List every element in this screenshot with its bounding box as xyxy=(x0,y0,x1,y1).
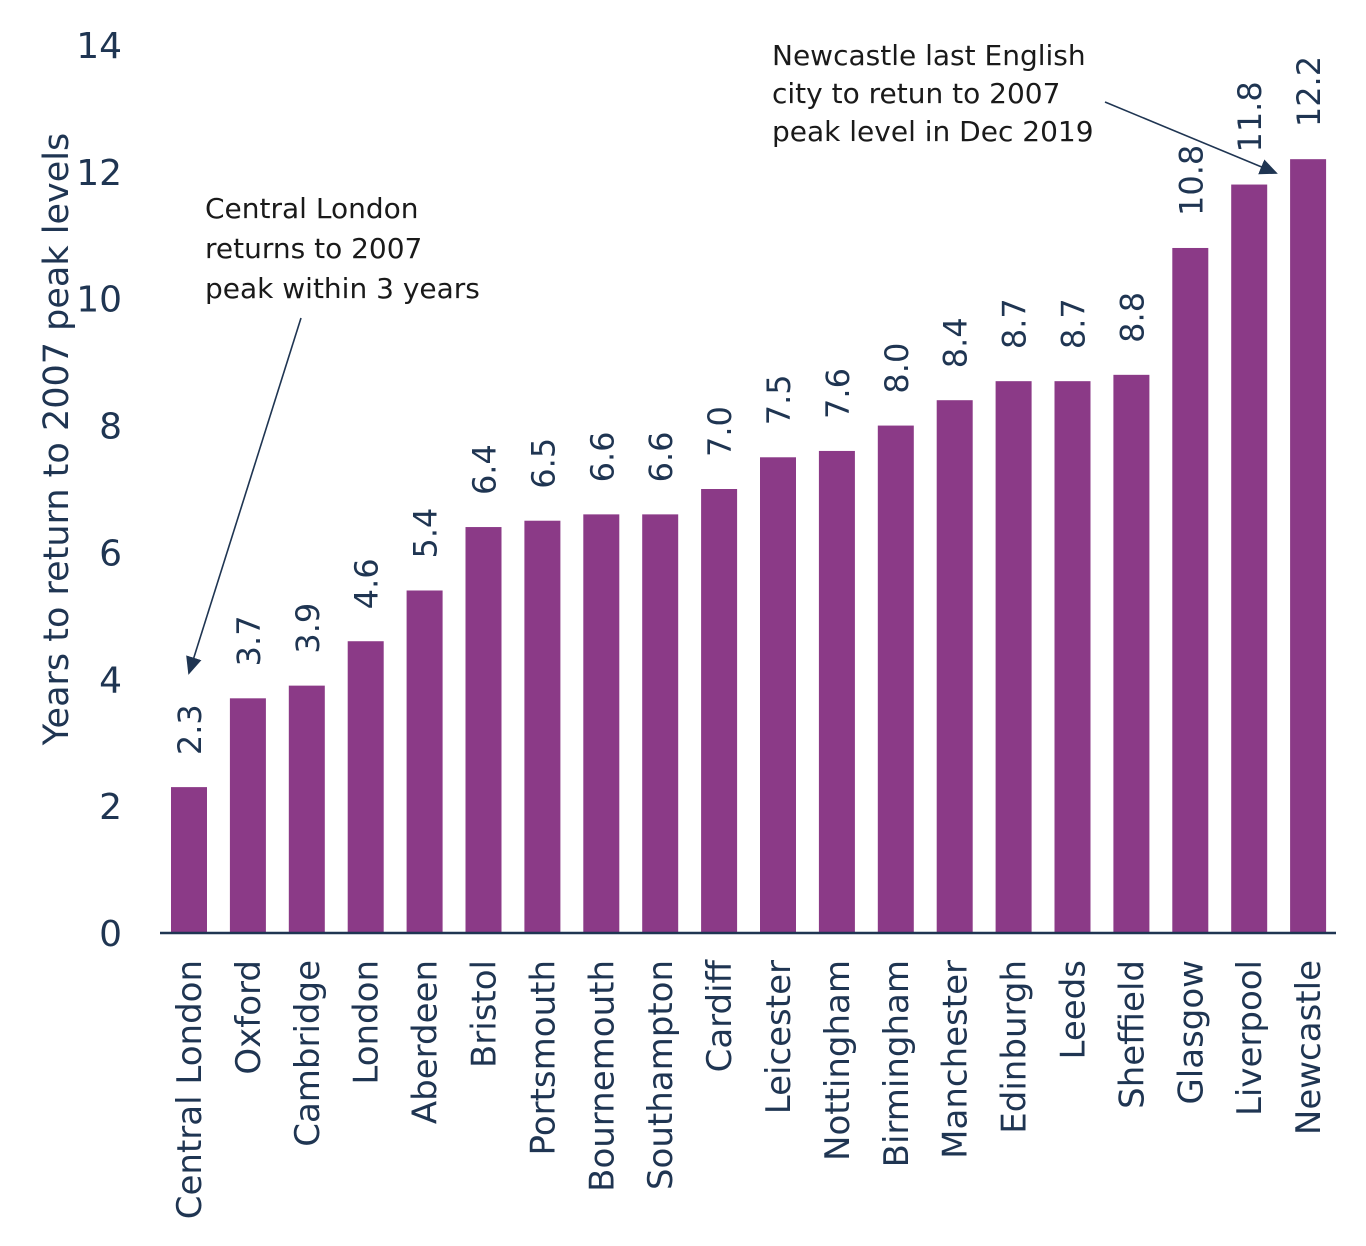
category-label: Edinburgh xyxy=(995,960,1035,1134)
annotation-newcastle-line: peak level in Dec 2019 xyxy=(772,115,1094,148)
category-label: London xyxy=(347,960,387,1085)
bar-liverpool xyxy=(1231,184,1268,934)
bar-value-label: 12.2 xyxy=(1290,56,1328,127)
bar-value-label: 7.6 xyxy=(819,368,857,419)
category-label: Manchester xyxy=(936,960,976,1159)
category-label: Cambridge xyxy=(288,960,328,1147)
category-label: Birmingham xyxy=(877,960,917,1167)
y-axis-title: Years to return to 2007 peak levels xyxy=(37,133,77,746)
y-tick-label: 2 xyxy=(99,787,122,828)
annotation-newcastle-line: city to retun to 2007 xyxy=(772,77,1060,110)
bar-glasgow xyxy=(1172,247,1209,933)
bar-central-london xyxy=(171,787,207,933)
annotation-central-london-line: Central London xyxy=(205,192,419,225)
bar-newcastle xyxy=(1290,159,1327,933)
category-label: Newcastle xyxy=(1289,960,1329,1135)
y-tick-label: 12 xyxy=(76,153,122,194)
bar-birmingham xyxy=(877,425,914,933)
bar-value-label: 2.3 xyxy=(171,704,209,755)
y-tick-label: 8 xyxy=(99,407,122,448)
category-label: Aberdeen xyxy=(406,960,446,1124)
bar-value-label: 6.6 xyxy=(642,431,680,482)
bar-value-label: 4.6 xyxy=(348,558,386,609)
annotation-arrow-central-london xyxy=(186,317,302,675)
category-label: Cardiff xyxy=(700,958,740,1072)
category-label: Portsmouth xyxy=(523,960,563,1155)
bar-bournemouth xyxy=(583,514,620,933)
bar-value-label: 11.8 xyxy=(1231,81,1269,152)
bar-oxford xyxy=(229,698,266,933)
bar-value-label: 8.8 xyxy=(1113,292,1151,343)
y-tick-label: 14 xyxy=(76,26,122,67)
category-label: Leicester xyxy=(759,960,799,1114)
category-label: Liverpool xyxy=(1230,960,1270,1116)
category-label: Bristol xyxy=(465,960,505,1068)
bar-manchester xyxy=(936,400,973,933)
bar-bristol xyxy=(465,527,502,933)
category-label: Nottingham xyxy=(818,960,858,1161)
bar-value-label: 5.4 xyxy=(407,508,445,559)
bar-value-label: 8.7 xyxy=(996,298,1034,349)
bar-value-label: 8.7 xyxy=(1055,298,1093,349)
annotation-central-london-line: peak within 3 years xyxy=(205,272,480,305)
bar-value-label: 6.6 xyxy=(583,431,621,482)
bar-value-label: 8.0 xyxy=(878,343,916,394)
bar-aberdeen xyxy=(406,590,443,933)
category-label: Central London xyxy=(170,960,210,1219)
bar-southampton xyxy=(642,514,679,933)
bar-leeds xyxy=(1054,381,1091,934)
bar-value-label: 6.5 xyxy=(524,438,562,489)
bar-value-label: 7.0 xyxy=(701,406,739,457)
annotation-newcastle-line: Newcastle last English xyxy=(772,39,1086,72)
bar-value-label: 8.4 xyxy=(937,317,975,368)
bar-sheffield xyxy=(1113,374,1150,933)
bar-value-label: 7.5 xyxy=(760,374,798,425)
bar-portsmouth xyxy=(524,520,561,933)
bar-value-label: 10.8 xyxy=(1172,145,1210,216)
bar-value-label: 3.7 xyxy=(230,615,268,666)
category-label: Sheffield xyxy=(1112,960,1152,1109)
bar-cardiff xyxy=(701,489,738,933)
y-tick-label: 6 xyxy=(99,533,122,574)
bar-cambridge xyxy=(288,685,325,933)
y-tick-label: 0 xyxy=(99,914,122,955)
bar-nottingham xyxy=(818,450,855,933)
annotation-central-london-line: returns to 2007 xyxy=(205,232,422,265)
bar-value-label: 3.9 xyxy=(289,603,327,654)
category-label: Leeds xyxy=(1054,960,1094,1059)
bar-edinburgh xyxy=(995,381,1032,934)
category-label: Bournemouth xyxy=(582,960,622,1192)
annotation-arrow-newcastle xyxy=(1104,101,1278,175)
y-tick-label: 4 xyxy=(99,660,122,701)
category-label: Oxford xyxy=(229,960,269,1075)
bar-london xyxy=(347,641,384,933)
bar-leicester xyxy=(760,457,796,933)
bar-value-label: 6.4 xyxy=(466,444,504,495)
category-label: Glasgow xyxy=(1171,960,1211,1105)
category-label: Southampton xyxy=(641,960,681,1190)
y-tick-label: 10 xyxy=(76,280,122,321)
